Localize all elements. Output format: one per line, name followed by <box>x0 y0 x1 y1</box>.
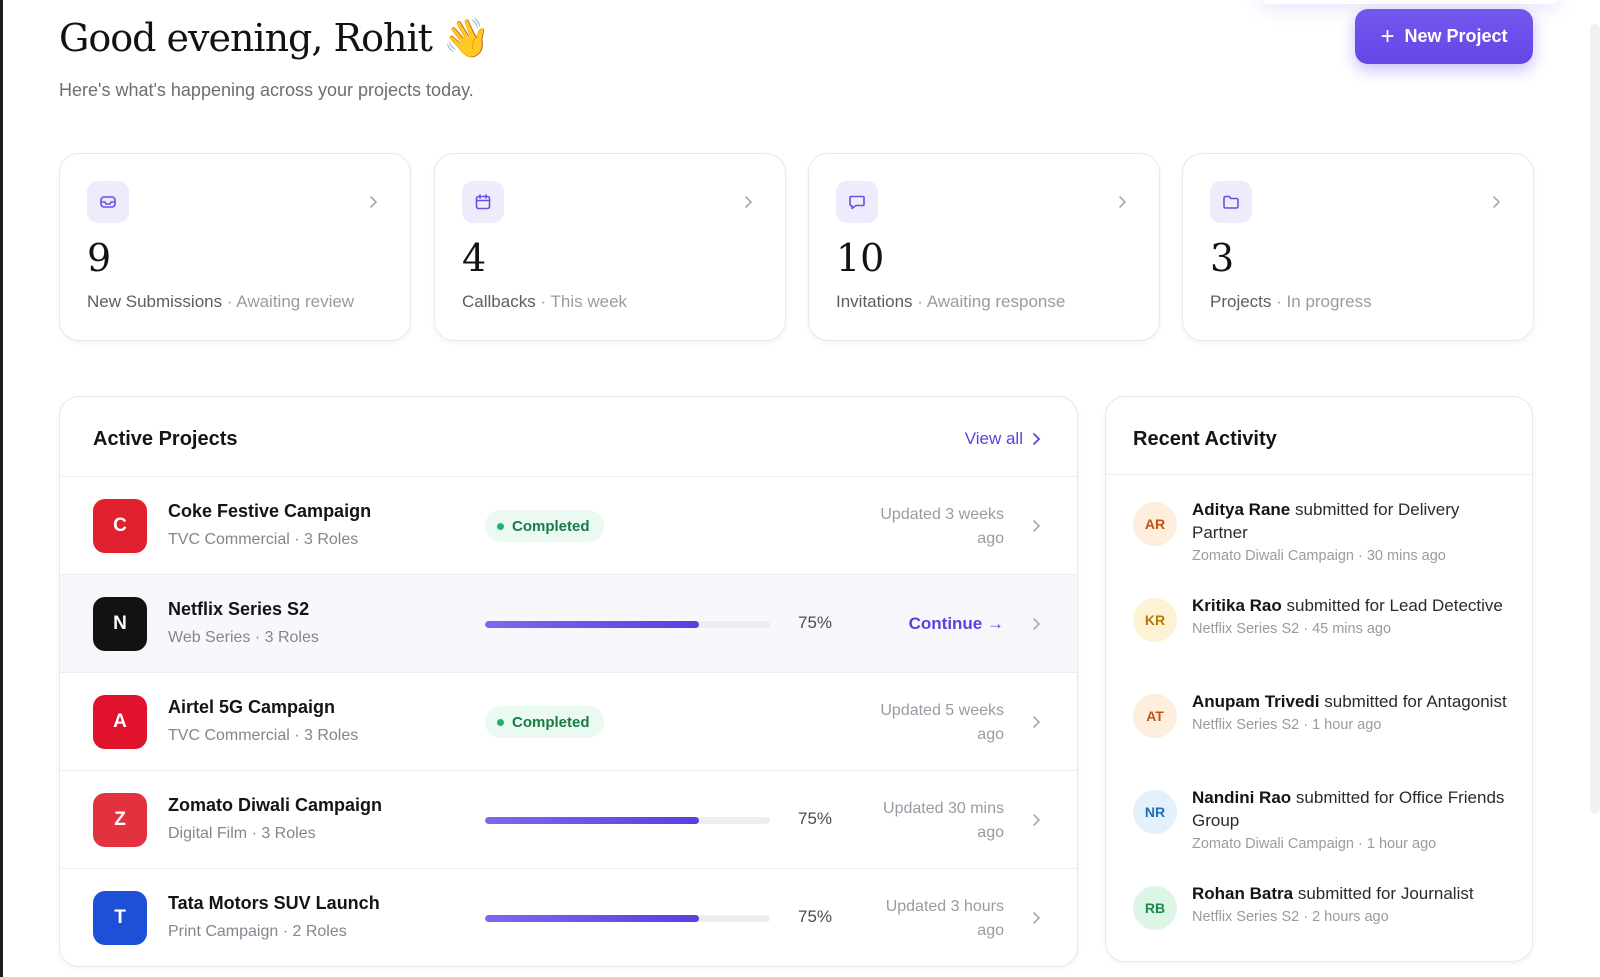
stat-label: Projects · In progress <box>1210 292 1372 311</box>
stat-value: 4 <box>462 236 487 280</box>
stat-value: 10 <box>836 236 885 280</box>
project-row-zomato[interactable]: Z Zomato Diwali Campaign Digital Film · … <box>60 771 1077 869</box>
progress-percent: 75% <box>798 907 833 926</box>
active-projects-panel: Active Projects View all C Coke Festive … <box>59 396 1078 967</box>
new-project-label: New Project <box>1404 26 1508 46</box>
status-dot-icon <box>497 718 504 726</box>
plus-icon: + <box>1380 22 1395 50</box>
project-meta: Web Series · 3 Roles <box>168 629 319 646</box>
divider <box>1106 474 1532 475</box>
progress-percent: 75% <box>798 809 833 828</box>
project-row-coke[interactable]: C Coke Festive Campaign TVC Commercial ·… <box>60 477 1077 575</box>
folder-icon <box>1210 181 1252 223</box>
avatar: AR <box>1133 502 1177 546</box>
project-meta: TVC Commercial · 3 Roles <box>168 727 359 744</box>
message-icon <box>836 181 878 223</box>
activity-text: Rohan Batra submitted for Journalist Net… <box>1192 882 1510 929</box>
page-title: Good evening, Rohit 👋 <box>59 16 490 60</box>
project-name: Netflix Series S2 <box>168 599 310 619</box>
view-all-label: View all <box>964 429 1023 448</box>
progress-percent: 75% <box>798 613 833 632</box>
status-dot-icon <box>497 522 504 530</box>
view-all-link[interactable]: View all <box>965 429 1041 449</box>
activity-subtext: Zomato Diwali Campaign · 30 mins ago <box>1192 548 1446 564</box>
chevron-right-icon <box>745 196 753 208</box>
page-subtitle: Here's what's happening across your proj… <box>59 80 474 100</box>
calendar-icon <box>462 181 504 223</box>
top-shadow-decoration <box>1260 0 1560 4</box>
updated-time: Updated 5 weeks ago <box>880 702 1004 743</box>
stat-value: 9 <box>87 236 112 280</box>
window-left-edge <box>0 0 3 977</box>
project-meta: TVC Commercial · 3 Roles <box>168 531 359 548</box>
project-name: Zomato Diwali Campaign <box>168 795 383 815</box>
recent-activity-panel: Recent Activity AR Aditya Rane submitted… <box>1105 396 1533 962</box>
status-badge: Completed <box>485 706 604 738</box>
inbox-icon <box>87 181 129 223</box>
stat-card-invitations[interactable]: 10 Invitations · Awaiting response <box>808 153 1160 341</box>
project-row-netflix[interactable]: N Netflix Series S2 Web Series · 3 Roles… <box>60 575 1077 673</box>
activity-subtext: Zomato Diwali Campaign · 1 hour ago <box>1192 836 1437 852</box>
continue-button[interactable]: Continue → <box>908 614 1004 633</box>
avatar: RB <box>1133 886 1177 930</box>
stat-card-submissions[interactable]: 9 New Submissions · Awaiting review <box>59 153 411 341</box>
stat-label: New Submissions · Awaiting review <box>87 292 355 311</box>
avatar: KR <box>1133 598 1177 642</box>
chevron-right-icon <box>1119 196 1127 208</box>
activity-text: Anupam Trivedi submitted for Antagonist … <box>1192 690 1510 737</box>
stat-label: Callbacks · This week <box>462 292 628 311</box>
progress-bar <box>485 915 770 922</box>
stat-card-callbacks[interactable]: 4 Callbacks · This week <box>434 153 786 341</box>
chevron-right-icon <box>1033 814 1041 826</box>
project-row-airtel[interactable]: A Airtel 5G Campaign TVC Commercial · 3 … <box>60 673 1077 771</box>
project-name: Airtel 5G Campaign <box>168 697 336 717</box>
project-row-tata[interactable]: T Tata Motors SUV Launch Print Campaign … <box>60 869 1077 966</box>
project-avatar: Z <box>93 793 147 847</box>
project-avatar: C <box>93 499 147 553</box>
wave-icon: 👋 <box>443 16 490 60</box>
recent-activity-title: Recent Activity <box>1133 428 1277 450</box>
stat-card-projects[interactable]: 3 Projects · In progress <box>1182 153 1534 341</box>
project-name: Coke Festive Campaign <box>168 501 372 521</box>
new-project-button[interactable]: + New Project <box>1355 9 1533 64</box>
activity-text: Aditya Rane submitted for Delivery Partn… <box>1192 498 1510 568</box>
updated-time: Updated 3 weeks ago <box>880 506 1004 547</box>
avatar: NR <box>1133 790 1177 834</box>
project-avatar: A <box>93 695 147 749</box>
chevron-right-icon <box>1033 716 1041 728</box>
chevron-right-icon <box>1033 433 1041 445</box>
activity-text: Kritika Rao submitted for Lead Detective… <box>1192 594 1510 641</box>
vertical-scrollbar[interactable] <box>1590 24 1600 814</box>
chevron-right-icon <box>1493 196 1501 208</box>
activity-subtext: Netflix Series S2 · 1 hour ago <box>1192 717 1382 733</box>
progress-bar <box>485 621 770 628</box>
active-projects-title: Active Projects <box>93 428 238 450</box>
project-avatar: N <box>93 597 147 651</box>
chevron-right-icon <box>1033 520 1041 532</box>
status-badge: Completed <box>485 510 604 542</box>
updated-time: Updated 3 hours ago <box>885 898 1004 939</box>
project-avatar: T <box>93 891 147 945</box>
stat-label: Invitations · Awaiting response <box>836 292 1066 311</box>
project-name: Tata Motors SUV Launch <box>168 893 380 913</box>
project-meta: Print Campaign · 2 Roles <box>168 923 347 940</box>
progress-bar <box>485 817 770 824</box>
updated-time: Updated 30 mins ago <box>883 800 1004 841</box>
chevron-right-icon <box>370 196 378 208</box>
chevron-right-icon <box>1033 912 1041 924</box>
activity-subtext: Netflix Series S2 · 45 mins ago <box>1192 621 1392 637</box>
chevron-right-icon <box>1033 618 1041 630</box>
avatar: AT <box>1133 694 1177 738</box>
stat-value: 3 <box>1210 236 1235 280</box>
activity-text: Nandini Rao submitted for Office Friends… <box>1192 786 1510 856</box>
project-meta: Digital Film · 3 Roles <box>168 825 316 842</box>
activity-subtext: Netflix Series S2 · 2 hours ago <box>1192 909 1389 925</box>
divider <box>60 476 1077 477</box>
